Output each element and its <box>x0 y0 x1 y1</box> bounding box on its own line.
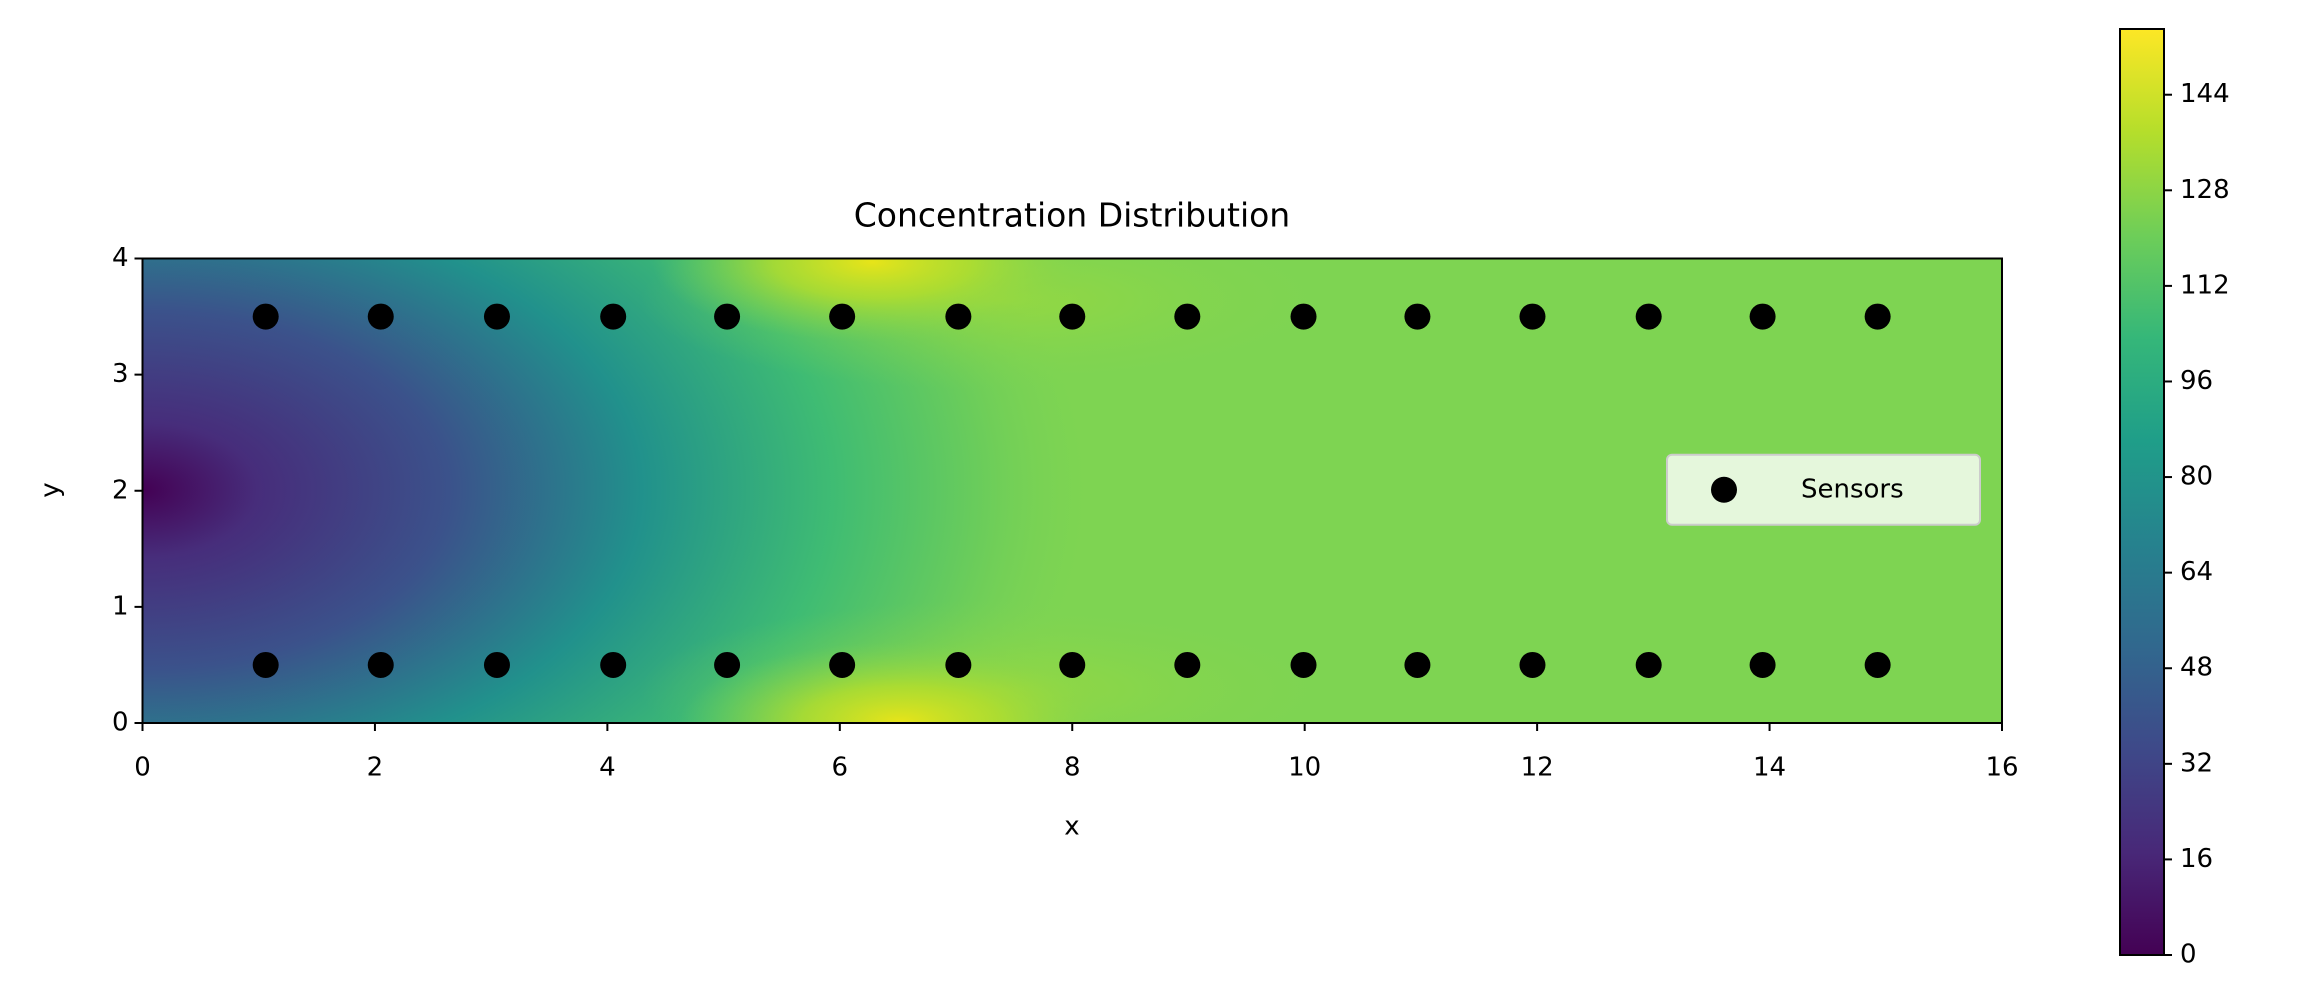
sensor-point <box>714 303 741 330</box>
colorbar-tick-label: 144 <box>2180 79 2230 109</box>
x-tick-label: 10 <box>1288 753 1321 783</box>
sensor-point <box>1519 303 1546 330</box>
legend-marker <box>1711 476 1737 503</box>
y-tick-label: 3 <box>112 359 129 389</box>
sensor-point <box>1174 651 1201 678</box>
x-tick-label: 16 <box>1985 753 2018 783</box>
sensor-point <box>600 303 627 330</box>
colorbar-tick-label: 128 <box>2180 175 2230 205</box>
sensor-point <box>1749 651 1776 678</box>
sensor-point <box>1174 303 1201 330</box>
legend: Sensors <box>1666 453 1981 526</box>
colorbar-tick-label: 112 <box>2180 270 2230 300</box>
sensor-point <box>1635 303 1662 330</box>
sensor-point <box>714 651 741 678</box>
x-tick-label: 0 <box>134 753 151 783</box>
sensor-point <box>829 651 856 678</box>
colorbar-tick-label: 80 <box>2180 462 2213 492</box>
sensor-point <box>945 303 972 330</box>
sensor-point <box>1404 303 1431 330</box>
sensor-point <box>1864 651 1891 678</box>
y-tick-label: 1 <box>112 591 129 621</box>
colorbar-tick-label: 48 <box>2180 653 2213 683</box>
legend-label: Sensors <box>1801 474 1904 504</box>
sensor-point <box>829 303 856 330</box>
sensor-point <box>1404 651 1431 678</box>
colorbar <box>2119 28 2165 956</box>
colorbar-tick-label: 0 <box>2180 940 2197 970</box>
colorbar-tick-label: 16 <box>2180 844 2213 874</box>
sensor-point <box>1519 651 1546 678</box>
x-tick-label: 4 <box>599 753 616 783</box>
y-tick-label: 0 <box>112 708 129 738</box>
legend-box <box>1666 453 1981 526</box>
sensor-point <box>252 303 279 330</box>
sensor-point <box>367 651 394 678</box>
sensor-point <box>483 303 510 330</box>
sensor-point <box>1749 303 1776 330</box>
colorbar-tick-label: 32 <box>2180 748 2213 778</box>
y-tick-label: 4 <box>112 243 129 273</box>
sensor-point <box>1290 303 1317 330</box>
y-axis-label: y <box>36 482 66 497</box>
x-axis-label: x <box>1064 812 1079 842</box>
sensor-point <box>1864 303 1891 330</box>
colorbar-tick-label: 64 <box>2180 557 2213 587</box>
colorbar-tick-label: 96 <box>2180 366 2213 396</box>
sensor-point <box>1059 303 1086 330</box>
sensor-point <box>252 651 279 678</box>
x-tick-label: 8 <box>1064 753 1081 783</box>
x-tick-label: 6 <box>832 753 849 783</box>
x-tick-label: 12 <box>1521 753 1554 783</box>
sensor-point <box>367 303 394 330</box>
y-tick-label: 2 <box>112 475 129 505</box>
x-tick-label: 14 <box>1753 753 1786 783</box>
sensor-point <box>483 651 510 678</box>
sensor-point <box>600 651 627 678</box>
sensor-point <box>1290 651 1317 678</box>
chart-title: Concentration Distribution <box>854 196 1290 235</box>
x-tick-label: 2 <box>367 753 384 783</box>
sensor-point <box>1635 651 1662 678</box>
sensor-point <box>1059 651 1086 678</box>
sensor-point <box>945 651 972 678</box>
